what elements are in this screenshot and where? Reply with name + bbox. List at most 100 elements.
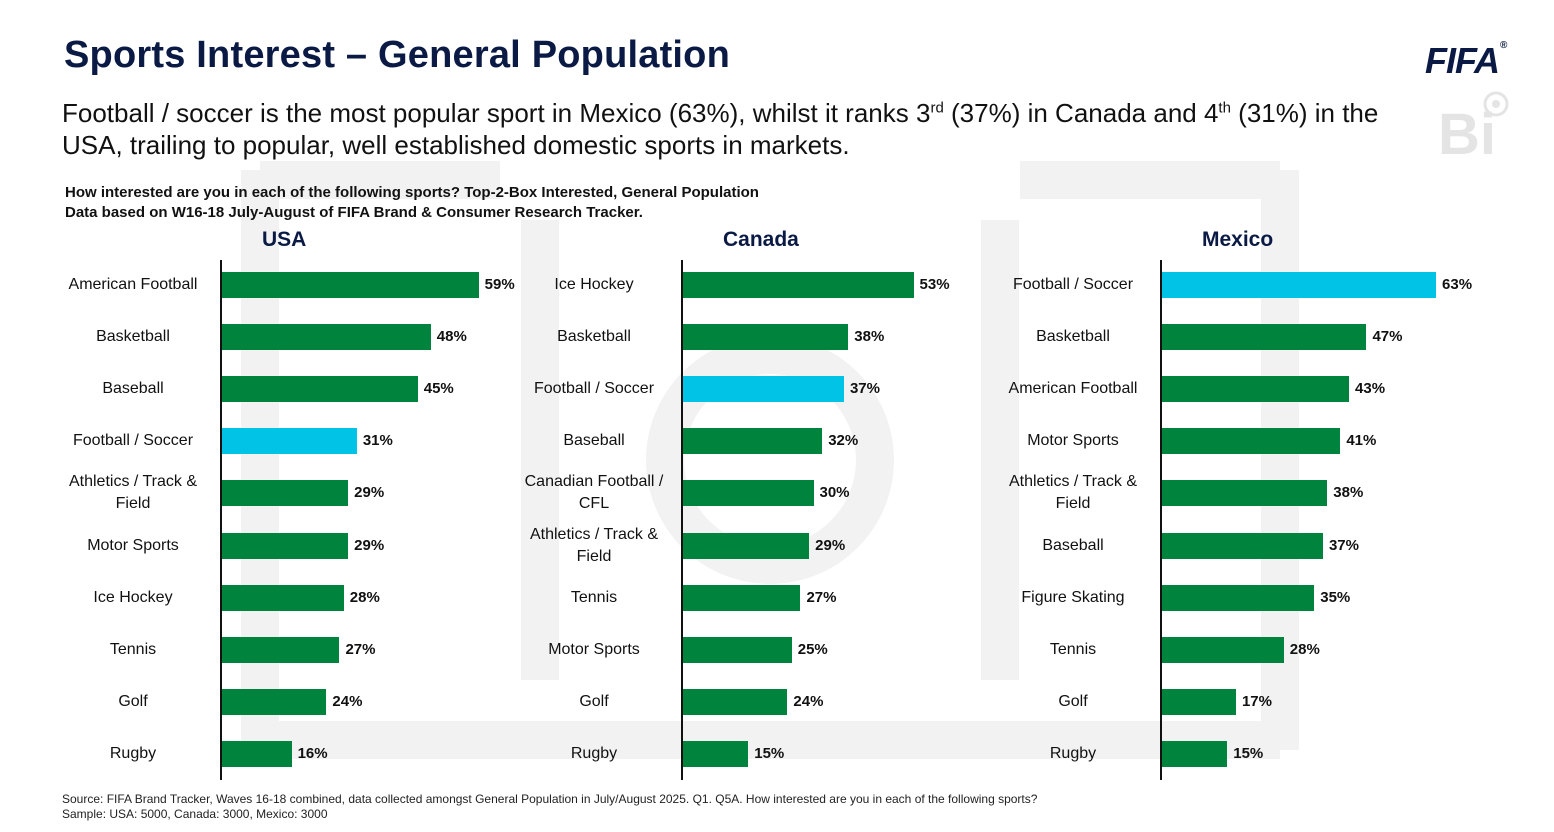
- category-label: Athletics / Track & Field: [529, 525, 659, 565]
- category-label: Motor Sports: [548, 640, 640, 658]
- chart-panel-usa: USA American Football 59% Basketball 48% Base…: [52, 228, 522, 783]
- source-note: Source: FIFA Brand Tracker, Waves 16-18 …: [62, 792, 1038, 821]
- data-label: 47%: [1372, 328, 1403, 346]
- data-label: 59%: [484, 276, 515, 293]
- category-label: Golf: [118, 692, 148, 710]
- chart-title: Mexico: [1202, 228, 1274, 251]
- data-label: 38%: [1333, 484, 1364, 502]
- category-label: Canadian Football / CFL: [524, 473, 664, 513]
- bar: [683, 480, 814, 507]
- bar: [1162, 636, 1284, 663]
- bar: [222, 636, 340, 663]
- category-label: Motor Sports: [87, 536, 179, 554]
- category-label: Tennis: [570, 588, 618, 606]
- chart-panel-canada: Canada Ice Hockey 53% Basketball 38% Football…: [513, 228, 983, 783]
- category-label: Basketball: [96, 328, 170, 346]
- page-subtitle: Football / soccer is the most popular sp…: [62, 98, 1379, 160]
- category-label: Basketball: [557, 328, 631, 346]
- category-label: Rugby: [570, 744, 618, 762]
- fifa-logo: FIFA®: [1425, 40, 1507, 81]
- category-label: Football / Soccer: [533, 380, 655, 398]
- chart-title: Canada: [723, 228, 799, 251]
- data-label: 28%: [1289, 640, 1320, 658]
- bar: [222, 584, 344, 611]
- bar: [683, 740, 749, 767]
- y-axis-line: [1160, 260, 1162, 780]
- bar: [683, 584, 801, 611]
- bar: [1162, 688, 1236, 715]
- bar: [1162, 740, 1228, 767]
- data-label: 27%: [806, 588, 837, 606]
- bar: [683, 324, 849, 351]
- category-label: Baseball: [563, 432, 625, 450]
- bar: [683, 272, 914, 298]
- data-label: 48%: [436, 328, 467, 346]
- data-label: 41%: [1346, 432, 1377, 450]
- category-label: Tennis: [109, 640, 157, 658]
- chart-title: USA: [262, 228, 307, 251]
- bar: [222, 376, 418, 403]
- data-label: 35%: [1320, 588, 1351, 606]
- category-label: American Football: [1008, 380, 1138, 398]
- data-label: 15%: [754, 744, 785, 762]
- category-label: Figure Skating: [1021, 588, 1125, 606]
- data-label: 17%: [1241, 692, 1272, 710]
- category-label: Athletics / Track & Field: [68, 473, 198, 513]
- category-label: Athletics / Track & Field: [1008, 473, 1138, 513]
- y-axis-line: [220, 260, 222, 780]
- bar: [222, 324, 431, 351]
- category-label: Baseball: [102, 380, 164, 398]
- category-label: Football / Soccer: [72, 432, 194, 450]
- bar: [1162, 272, 1437, 298]
- category-label: Ice Hockey: [93, 588, 173, 606]
- bar: [222, 272, 479, 298]
- data-label: 29%: [354, 484, 385, 502]
- category-label: Basketball: [1036, 328, 1110, 346]
- data-label: 38%: [854, 328, 885, 346]
- category-label: Motor Sports: [1027, 432, 1119, 450]
- data-label: 24%: [793, 692, 824, 710]
- data-label: 63%: [1442, 276, 1473, 293]
- survey-question: How interested are you in each of the fo…: [65, 184, 759, 221]
- chart-panel-mexico: Mexico Football / Soccer 63% Basketball 47% A…: [992, 228, 1472, 783]
- bi-logo-icon: Bi: [1438, 91, 1509, 160]
- category-label: Baseball: [1042, 536, 1104, 554]
- data-label: 37%: [1328, 536, 1359, 554]
- data-label: 28%: [349, 588, 380, 606]
- data-label: 32%: [828, 432, 859, 450]
- bar: [683, 428, 823, 455]
- page-title: Sports Interest – General Population: [64, 34, 731, 76]
- category-label: American Football: [68, 276, 198, 293]
- bar: [683, 532, 810, 559]
- data-label: 15%: [1233, 744, 1264, 762]
- bar: [222, 688, 327, 715]
- data-label: 27%: [345, 640, 376, 658]
- bar: [222, 532, 349, 559]
- data-label: 45%: [423, 380, 454, 398]
- bar: [1162, 532, 1323, 559]
- data-label: 37%: [849, 380, 880, 398]
- bar: [1162, 324, 1367, 351]
- bar: [1162, 376, 1350, 403]
- data-label: 29%: [354, 536, 385, 554]
- data-label: 25%: [797, 640, 828, 658]
- bar: [683, 636, 792, 663]
- category-label: Ice Hockey: [554, 276, 634, 293]
- category-label: Golf: [579, 692, 609, 710]
- category-label: Tennis: [1049, 640, 1097, 658]
- bar: [222, 740, 292, 767]
- category-label: Rugby: [109, 744, 157, 762]
- category-label: Football / Soccer: [1012, 276, 1134, 293]
- data-label: 29%: [815, 536, 846, 554]
- category-label: Golf: [1058, 692, 1088, 710]
- bar: [222, 480, 349, 507]
- data-label: 16%: [297, 744, 328, 762]
- category-label: Rugby: [1049, 744, 1097, 762]
- bar: [683, 376, 844, 403]
- bar: [1162, 428, 1341, 455]
- data-label: 31%: [362, 432, 393, 450]
- data-label: 24%: [332, 692, 363, 710]
- data-label: 43%: [1355, 380, 1386, 398]
- bar: [683, 688, 788, 715]
- y-axis-line: [681, 260, 683, 780]
